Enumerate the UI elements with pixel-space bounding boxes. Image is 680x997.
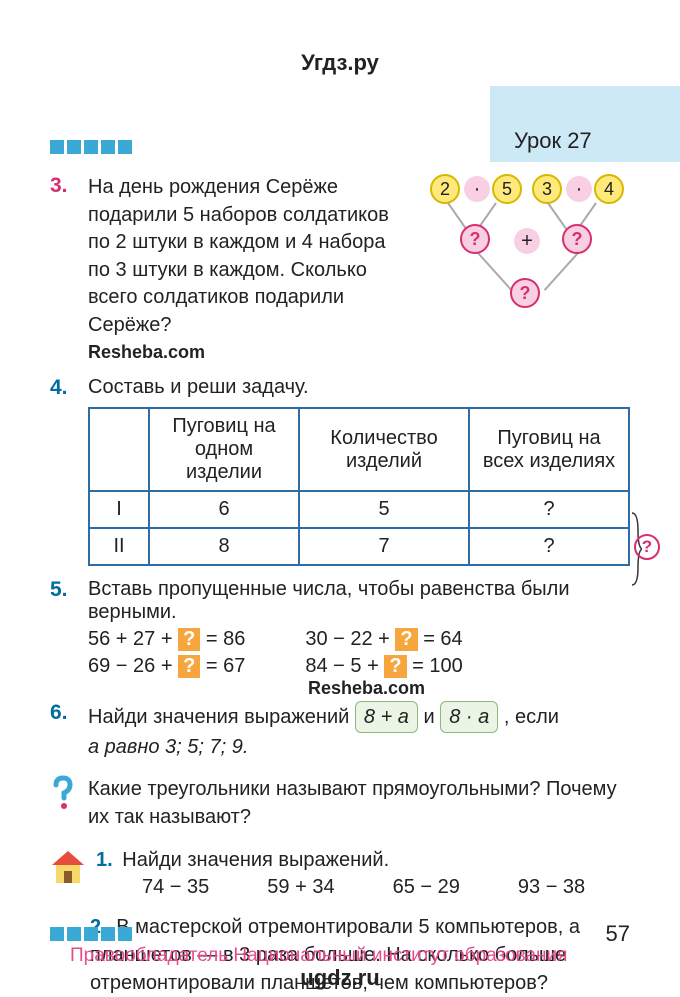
- ex4-number: 4.: [50, 376, 68, 400]
- copyright-text: Правообладатель Национальный институт об…: [70, 945, 630, 967]
- resheba-watermark: Resheba.com: [308, 678, 630, 699]
- ex4-text: Составь и реши задачу.: [88, 376, 630, 399]
- table-cell: 8: [149, 528, 299, 565]
- hw1-expr: 65 − 29: [393, 876, 460, 899]
- table-cell: I: [89, 491, 149, 528]
- plus-op-icon: +: [514, 228, 540, 254]
- diagram-node: 5: [492, 174, 522, 204]
- resheba-watermark: Resheba.com: [88, 340, 406, 365]
- ex6-suffix: , если: [504, 706, 559, 728]
- ex5-number: 5.: [50, 578, 68, 602]
- footer-squares: [50, 927, 132, 941]
- diagram-node: 4: [594, 174, 624, 204]
- table-cell: ? ?: [469, 528, 629, 565]
- equation: 56 + 27 + ? = 86: [88, 628, 245, 651]
- question-circle: ?: [634, 534, 660, 560]
- table-header: Пуговиц на одном изделии: [149, 408, 299, 491]
- ex3-number: 3.: [50, 174, 68, 198]
- ex6-values: a равно 3; 5; 7; 9.: [88, 733, 630, 761]
- equation: 69 − 26 + ? = 67: [88, 655, 245, 678]
- ex3-text: На день рождения Серёже подарили 5 набор…: [88, 176, 389, 336]
- question-icon: [50, 775, 76, 811]
- top-url: Угдз.ру: [50, 50, 630, 76]
- table-header: Количество изделий: [299, 408, 469, 491]
- ex6-text: Найди значения выражений: [88, 706, 349, 728]
- table-cell: ?: [469, 491, 629, 528]
- question-text: Какие треугольники называют прямоугольны…: [88, 775, 630, 831]
- hw1-text: Найди значения выражений.: [122, 849, 389, 871]
- dot-op-icon: ·: [566, 176, 592, 202]
- diagram-node: 2: [430, 174, 460, 204]
- table-header: Пуговиц на всех изделиях: [469, 408, 629, 491]
- ex6-number: 6.: [50, 701, 68, 725]
- page-number: 57: [606, 921, 630, 947]
- blank-box: ?: [395, 628, 417, 651]
- ex6-and: и: [424, 706, 435, 728]
- expression-box: 8 + a: [355, 701, 418, 733]
- ex5-text: Вставь пропущенные числа, чтобы равенств…: [88, 578, 630, 624]
- dot-op-icon: ·: [464, 176, 490, 202]
- diagram-q-node: ?: [510, 278, 540, 308]
- hw1-number: 1.: [96, 849, 113, 871]
- hw1-expr: 93 − 38: [518, 876, 585, 899]
- house-icon: [50, 849, 86, 885]
- hw1-expr: 59 + 34: [267, 876, 334, 899]
- blank-box: ?: [178, 628, 200, 651]
- buttons-table: Пуговиц на одном изделии Количество изде…: [88, 407, 630, 566]
- table-cell: 6: [149, 491, 299, 528]
- diagram-node: 3: [532, 174, 562, 204]
- hw1-expr: 74 − 35: [142, 876, 209, 899]
- table-cell: 7: [299, 528, 469, 565]
- table-cell: II: [89, 528, 149, 565]
- bottom-url: ugdz.ru: [0, 965, 680, 991]
- tree-diagram: 2 · 5 3 · 4 ? + ? ?: [420, 174, 630, 324]
- header-squares: [50, 140, 132, 154]
- equation: 30 − 22 + ? = 64: [305, 628, 462, 651]
- lesson-tab: Урок 27: [490, 86, 680, 162]
- blank-box: ?: [384, 655, 406, 678]
- table-header: [89, 408, 149, 491]
- table-cell: 5: [299, 491, 469, 528]
- blank-box: ?: [178, 655, 200, 678]
- diagram-q-node: ?: [460, 224, 490, 254]
- equation: 84 − 5 + ? = 100: [305, 655, 462, 678]
- expression-box: 8 · a: [440, 701, 498, 733]
- diagram-q-node: ?: [562, 224, 592, 254]
